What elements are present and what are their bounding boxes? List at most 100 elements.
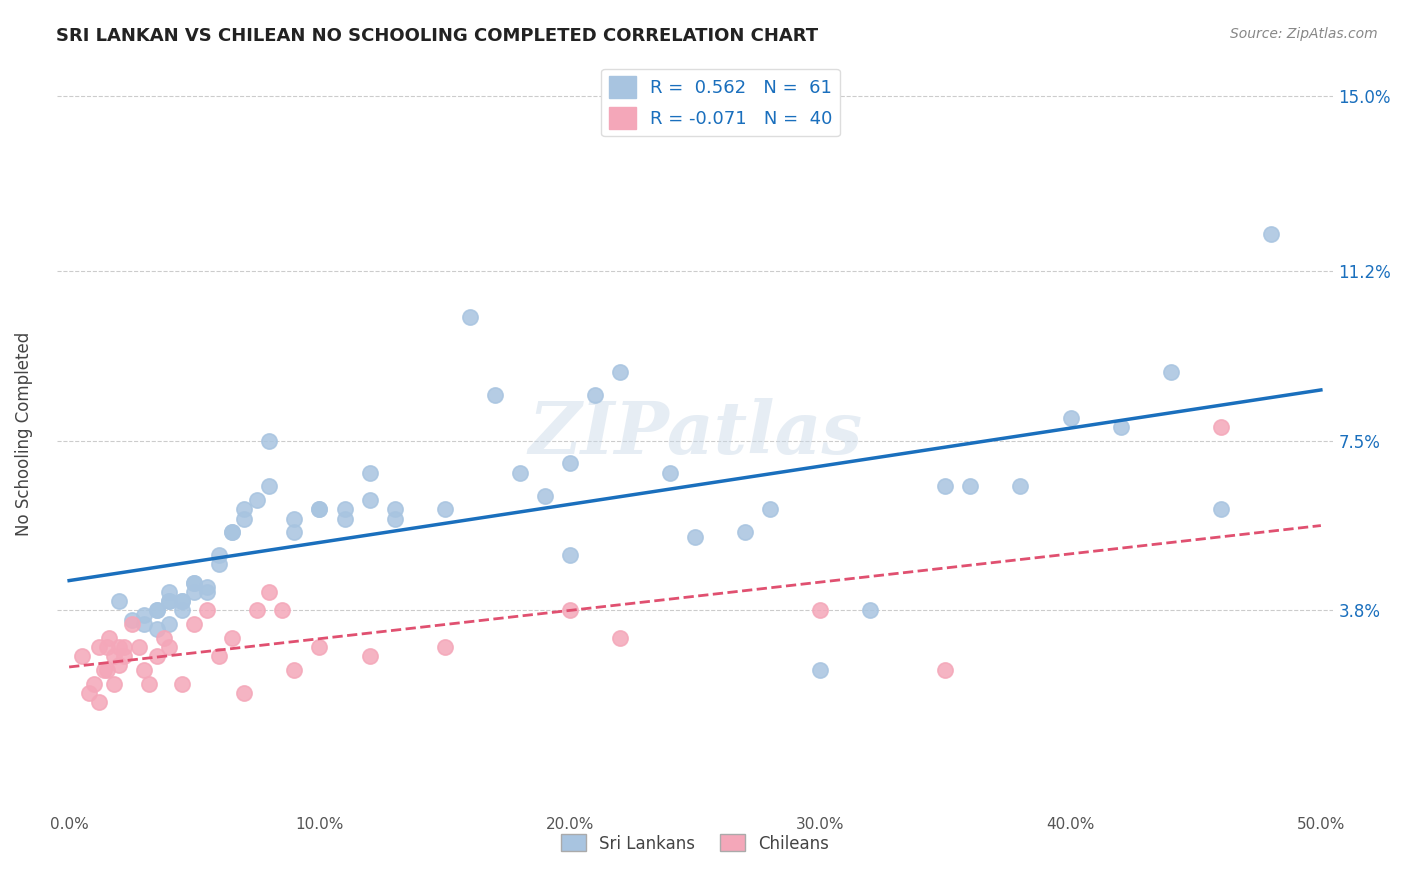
Point — [433, 640, 456, 654]
Point — [134, 617, 156, 632]
Point — [808, 663, 831, 677]
Point — [183, 617, 205, 632]
Point — [283, 525, 305, 540]
Point — [759, 502, 782, 516]
Point — [609, 631, 631, 645]
Point — [259, 585, 281, 599]
Point — [934, 479, 956, 493]
Point — [246, 493, 269, 508]
Point — [157, 617, 180, 632]
Point — [583, 387, 606, 401]
Point — [157, 594, 180, 608]
Point — [1010, 479, 1032, 493]
Point — [208, 548, 231, 562]
Point — [734, 525, 756, 540]
Point — [683, 530, 706, 544]
Point — [283, 511, 305, 525]
Point — [157, 640, 180, 654]
Point — [221, 525, 243, 540]
Point — [246, 603, 269, 617]
Point — [221, 631, 243, 645]
Point — [89, 695, 111, 709]
Point — [112, 649, 135, 664]
Text: Source: ZipAtlas.com: Source: ZipAtlas.com — [1230, 27, 1378, 41]
Point — [233, 502, 256, 516]
Point — [145, 649, 167, 664]
Point — [308, 640, 330, 654]
Point — [138, 677, 160, 691]
Point — [112, 640, 135, 654]
Point — [308, 502, 330, 516]
Point — [1209, 502, 1232, 516]
Point — [384, 502, 406, 516]
Point — [433, 502, 456, 516]
Point — [108, 594, 131, 608]
Point — [153, 631, 176, 645]
Point — [208, 649, 231, 664]
Point — [108, 658, 131, 673]
Point — [458, 310, 481, 324]
Point — [384, 511, 406, 525]
Point — [70, 649, 93, 664]
Text: SRI LANKAN VS CHILEAN NO SCHOOLING COMPLETED CORRELATION CHART: SRI LANKAN VS CHILEAN NO SCHOOLING COMPL… — [56, 27, 818, 45]
Point — [145, 603, 167, 617]
Point — [959, 479, 981, 493]
Point — [1260, 227, 1282, 241]
Point — [859, 603, 882, 617]
Point — [134, 663, 156, 677]
Point — [128, 640, 150, 654]
Point — [509, 466, 531, 480]
Point — [121, 617, 143, 632]
Point — [221, 525, 243, 540]
Point — [170, 594, 193, 608]
Point — [195, 581, 218, 595]
Point — [145, 622, 167, 636]
Point — [233, 511, 256, 525]
Point — [558, 548, 581, 562]
Point — [1160, 365, 1182, 379]
Point — [1209, 419, 1232, 434]
Point — [157, 585, 180, 599]
Point — [208, 558, 231, 572]
Point — [108, 640, 131, 654]
Point — [157, 594, 180, 608]
Point — [359, 493, 381, 508]
Point — [98, 631, 121, 645]
Point — [659, 466, 682, 480]
Point — [359, 649, 381, 664]
Point — [183, 575, 205, 590]
Point — [183, 575, 205, 590]
Point — [558, 457, 581, 471]
Point — [1059, 410, 1081, 425]
Point — [96, 663, 118, 677]
Point — [1109, 419, 1132, 434]
Point — [103, 649, 125, 664]
Point — [195, 603, 218, 617]
Y-axis label: No Schooling Completed: No Schooling Completed — [15, 332, 32, 536]
Point — [283, 663, 305, 677]
Point — [170, 677, 193, 691]
Point — [96, 640, 118, 654]
Point — [333, 511, 356, 525]
Point — [271, 603, 294, 617]
Point — [195, 585, 218, 599]
Point — [83, 677, 105, 691]
Legend: R =  0.562   N =  61, R = -0.071   N =  40: R = 0.562 N = 61, R = -0.071 N = 40 — [602, 69, 839, 136]
Point — [89, 640, 111, 654]
Text: ZIPatlas: ZIPatlas — [527, 398, 862, 469]
Point — [808, 603, 831, 617]
Point — [259, 479, 281, 493]
Point — [170, 603, 193, 617]
Point — [359, 466, 381, 480]
Point — [333, 502, 356, 516]
Point — [558, 603, 581, 617]
Point — [77, 686, 100, 700]
Point — [533, 489, 555, 503]
Point — [233, 686, 256, 700]
Point — [134, 607, 156, 622]
Point — [145, 603, 167, 617]
Point — [484, 387, 506, 401]
Point — [934, 663, 956, 677]
Point — [93, 663, 115, 677]
Point — [121, 613, 143, 627]
